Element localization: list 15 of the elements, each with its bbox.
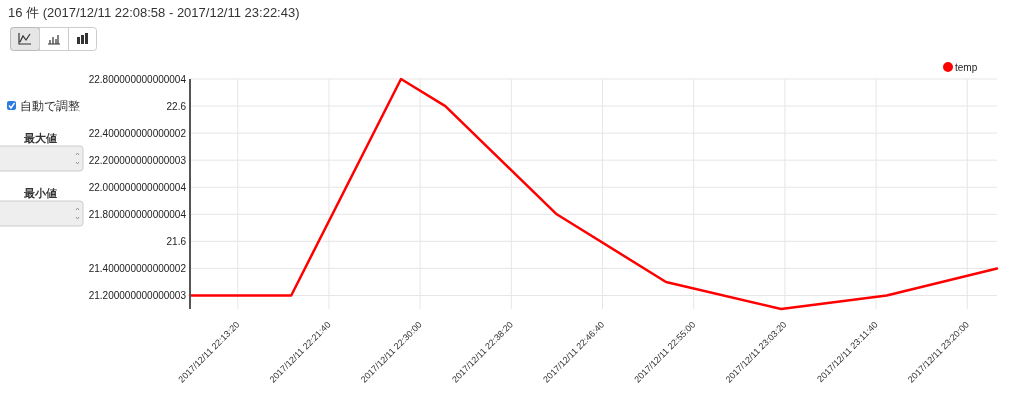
y-tick-label: 21.200000000000003 [88,289,187,301]
y-tick-label: 22.000000000000004 [88,181,187,193]
text: 最小値 [22,187,57,199]
legend-label: temp [955,61,978,73]
y-tick-label: 21.800000000000004 [88,208,187,220]
text: 自動で調整 [20,99,80,113]
y-tick-label: 22.800000000000004 [88,73,187,85]
y-tick-label: 22.200000000000003 [88,154,187,166]
y-tick-label: 21.6 [166,235,187,247]
text: 最大値 [22,132,57,144]
line-series [188,77,999,311]
y-tick-label: 21.400000000000002 [88,262,187,274]
y-tick-label: 22.400000000000002 [88,127,187,139]
chart-title: 16 件 (2017/12/11 22:08:58 - 2017/12/11 23:22:43) [8,5,300,20]
y-tick-label: 22.6 [166,100,187,112]
